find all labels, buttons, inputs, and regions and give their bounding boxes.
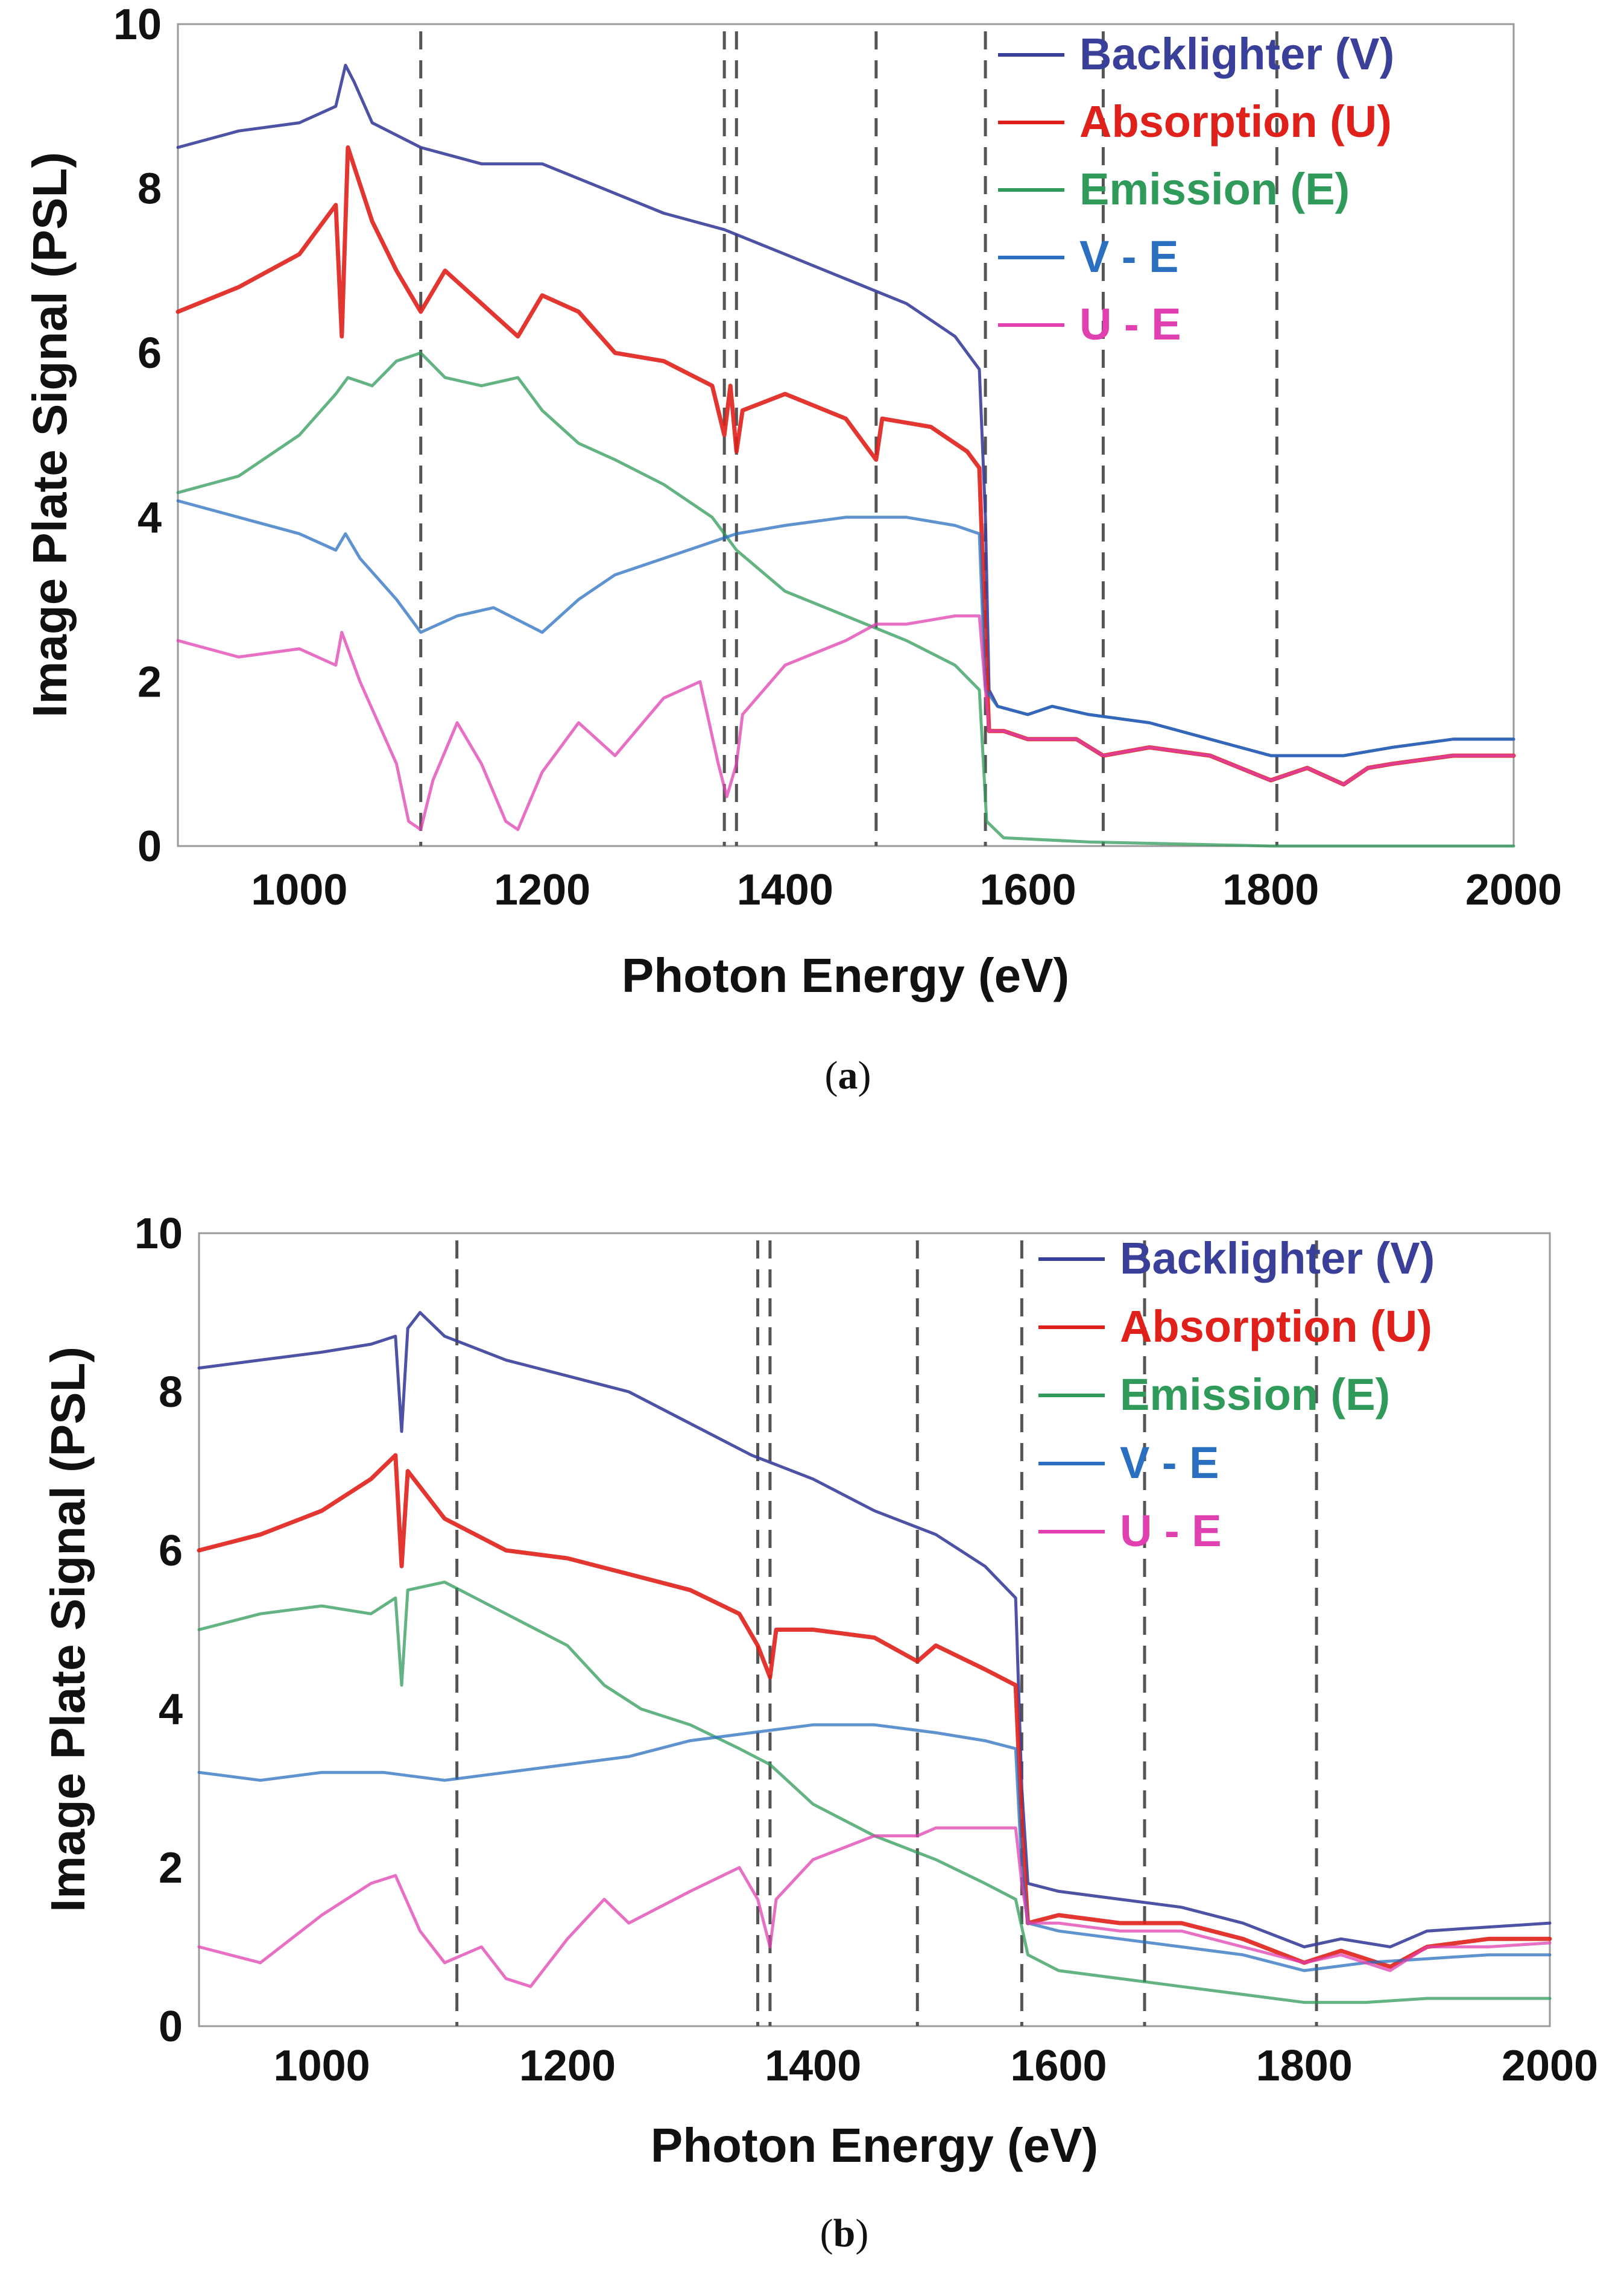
legend-label: Absorption (U) xyxy=(1120,1301,1432,1351)
legend-label: Emission (E) xyxy=(1120,1369,1390,1420)
x-tick-label: 1800 xyxy=(1256,2042,1353,2090)
legend-item: U - E xyxy=(998,299,1181,349)
legend: Backlighter (V) Absorption (U) Emission (E… xyxy=(1038,1233,1435,1556)
y-axis-title: Image Plate Signal (PSL) xyxy=(41,1347,95,1912)
legend-item: Absorption (U) xyxy=(998,96,1392,147)
y-tick-labels: 0 2 4 6 8 10 xyxy=(113,1,162,871)
panel-caption-letter: b xyxy=(833,2211,856,2255)
panel-a: 1000 1200 1400 1600 1800 2000 0 2 4 6 8 10 Photon … xyxy=(23,1,1562,1098)
legend-label: U - E xyxy=(1079,299,1181,349)
legend-label: Emission (E) xyxy=(1079,164,1350,214)
series-line xyxy=(197,1311,1552,1948)
legend-label: U - E xyxy=(1120,1506,1222,1556)
legend-item: Backlighter (V) xyxy=(998,29,1394,79)
x-tick-label: 2000 xyxy=(1465,866,1562,914)
y-tick-labels: 0 2 4 6 8 10 xyxy=(134,1210,183,2051)
series-line xyxy=(176,614,1515,832)
y-tick-label: 4 xyxy=(159,1685,183,1734)
legend-item: U - E xyxy=(1038,1506,1222,1556)
y-tick-label: 8 xyxy=(159,1368,183,1417)
series-group xyxy=(197,1311,1552,2004)
x-tick-labels: 1000 1200 1400 1600 1800 2000 xyxy=(274,2042,1599,2090)
y-tick-label: 0 xyxy=(159,2003,183,2051)
y-tick-label: 4 xyxy=(137,494,162,542)
x-tick-label: 1200 xyxy=(494,866,590,914)
legend: Backlighter (V) Absorption (U) Emission (E… xyxy=(998,29,1394,349)
legend-item: V - E xyxy=(1038,1438,1219,1488)
legend-label: V - E xyxy=(1120,1438,1219,1488)
legend-label: Absorption (U) xyxy=(1079,96,1392,147)
panel-b: 1000 1200 1400 1600 1800 2000 0 2 4 6 8 10 Photon … xyxy=(41,1210,1598,2255)
x-tick-label: 1000 xyxy=(274,2042,370,2090)
series-line xyxy=(197,1826,1552,1988)
legend-label: Backlighter (V) xyxy=(1120,1233,1435,1283)
y-tick-label: 6 xyxy=(159,1527,183,1575)
legend-label: V - E xyxy=(1079,232,1178,282)
y-tick-label: 10 xyxy=(134,1210,183,1258)
x-tick-label: 2000 xyxy=(1502,2042,1598,2090)
dashed-reference-lines xyxy=(455,1240,1318,2026)
x-tick-label: 1200 xyxy=(519,2042,616,2090)
x-tick-labels: 1000 1200 1400 1600 1800 2000 xyxy=(251,866,1562,914)
series-line xyxy=(176,351,1515,848)
x-tick-label: 1600 xyxy=(979,866,1076,914)
series-line xyxy=(197,1453,1552,1969)
y-axis-title: Image Plate Signal (PSL) xyxy=(23,152,77,718)
y-tick-label: 2 xyxy=(159,1844,183,1892)
x-tick-label: 1000 xyxy=(251,866,347,914)
plot-frame xyxy=(177,23,1515,847)
x-axis-title: Photon Energy (eV) xyxy=(622,949,1069,1002)
y-tick-label: 8 xyxy=(137,165,162,213)
panel-caption-letter: a xyxy=(838,1053,858,1098)
panel-caption: (b) xyxy=(820,2211,869,2255)
legend-item: Absorption (U) xyxy=(1038,1301,1432,1351)
y-tick-label: 10 xyxy=(113,1,162,49)
series-line xyxy=(176,499,1515,757)
y-tick-label: 6 xyxy=(137,329,162,377)
panel-caption: (a) xyxy=(825,1053,871,1098)
legend-item: Backlighter (V) xyxy=(1038,1233,1435,1283)
y-tick-label: 0 xyxy=(137,823,162,871)
x-tick-label: 1400 xyxy=(737,866,833,914)
legend-item: Emission (E) xyxy=(998,164,1350,214)
series-line xyxy=(197,1581,1552,2004)
x-tick-label: 1400 xyxy=(765,2042,861,2090)
legend-label: Backlighter (V) xyxy=(1079,29,1394,79)
plot-frame xyxy=(198,1232,1551,2027)
series-line xyxy=(197,1723,1552,1972)
series-group xyxy=(175,63,1516,848)
legend-item: Emission (E) xyxy=(1038,1369,1390,1420)
legend-item: V - E xyxy=(998,232,1178,282)
y-tick-label: 2 xyxy=(137,658,162,706)
x-tick-label: 1600 xyxy=(1010,2042,1107,2090)
x-tick-label: 1800 xyxy=(1222,866,1319,914)
x-axis-title: Photon Energy (eV) xyxy=(651,2118,1098,2172)
